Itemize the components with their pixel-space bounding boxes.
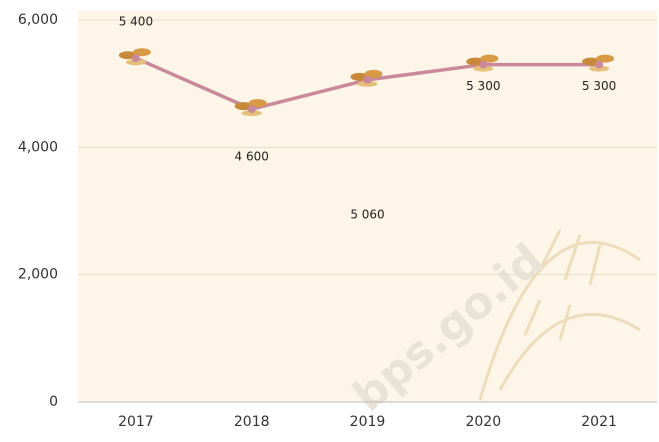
x-tick-label: 2020 (465, 414, 501, 430)
y-tick-label: 0 (49, 394, 58, 410)
x-tick-label: 2021 (581, 414, 617, 430)
plot-area (78, 10, 657, 402)
value-label: 5 300 (466, 79, 500, 93)
value-label: 4 600 (235, 150, 269, 164)
y-tick-label: 2,000 (18, 267, 58, 283)
y-tick-label: 6,000 (18, 12, 58, 28)
value-label: 5 400 (119, 15, 153, 29)
rice-decoration (478, 229, 641, 401)
value-label: 5 300 (582, 79, 616, 93)
x-tick-label: 2017 (118, 414, 154, 430)
rice-icon (466, 54, 499, 72)
x-tick-label: 2018 (234, 414, 270, 430)
rice-icon (582, 54, 615, 72)
point (479, 60, 488, 69)
y-tick-label: 4,000 (18, 139, 58, 155)
x-tick-label: 2019 (350, 414, 386, 430)
point (131, 54, 140, 63)
point (247, 105, 256, 114)
point (363, 75, 372, 84)
point (595, 60, 604, 69)
value-label: 5 060 (350, 207, 384, 221)
rice-icon (234, 99, 267, 117)
